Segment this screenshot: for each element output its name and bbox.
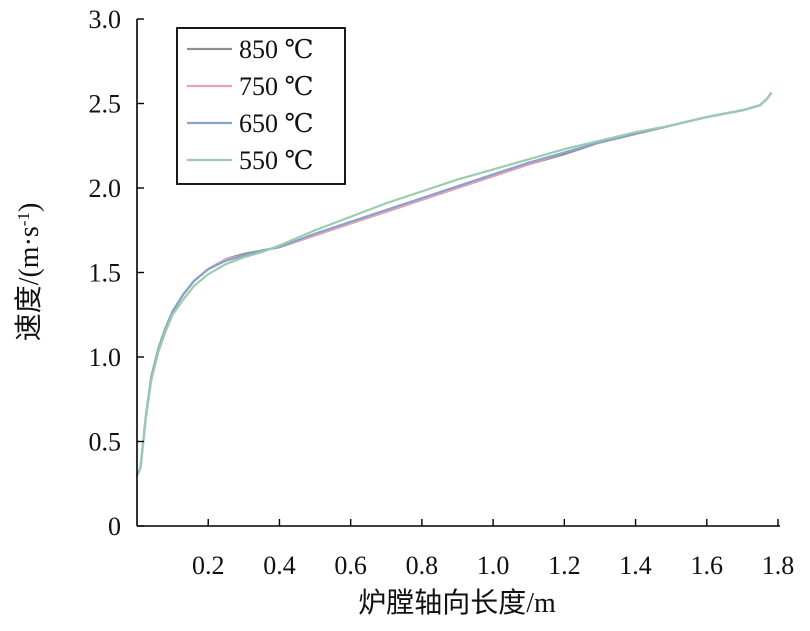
- plot-area: [135, 92, 772, 477]
- y-axis-title: 速度/(m·s-1): [13, 203, 45, 342]
- x-tick-label: 0.2: [192, 551, 225, 580]
- y-tick-label: 2.0: [89, 174, 122, 203]
- legend: 850 ℃ 750 ℃ 650 ℃ 550 ℃: [176, 27, 346, 185]
- x-tick-label: 0.6: [334, 551, 367, 580]
- y-tick-label: 0: [108, 512, 121, 541]
- legend-label: 850 ℃: [239, 35, 314, 64]
- x-tick-label: 1.4: [619, 551, 652, 580]
- y-axis-title-tail: ): [14, 203, 45, 212]
- y-tick-label: 0.5: [89, 428, 122, 457]
- legend-box: [176, 27, 346, 185]
- legend-label: 750 ℃: [239, 72, 314, 101]
- y-tick-label: 2.5: [89, 90, 122, 119]
- x-tick-label: 1.0: [477, 551, 510, 580]
- y-tick-label: 1.5: [89, 259, 122, 288]
- series-line-4: [135, 92, 772, 477]
- x-tick-label: 1.2: [548, 551, 581, 580]
- x-axis-title: 炉膛轴向长度/m: [358, 587, 556, 619]
- y-axis-title-sup: -1: [14, 212, 33, 226]
- x-tick-label: 0.8: [406, 551, 439, 580]
- x-tick-label: 1.6: [691, 551, 724, 580]
- y-tick-label: 1.0: [89, 343, 122, 372]
- legend-label: 550 ℃: [239, 146, 314, 175]
- y-axis-ticks: 0 0.5 1.0 1.5 2.0 2.5 3.0: [89, 5, 144, 541]
- legend-label: 650 ℃: [239, 109, 314, 138]
- y-tick-label: 3.0: [89, 5, 122, 34]
- axes: 0.2 0.4 0.6 0.8 1.0 1.2 1.4 1.6 1.8 0 0.5 1.0 1.5 2.…: [89, 5, 795, 580]
- legend-items: 850 ℃ 750 ℃ 650 ℃ 550 ℃: [187, 35, 314, 175]
- x-axis-ticks: 0.2 0.4 0.6 0.8 1.0 1.2 1.4 1.6 1.8: [192, 519, 794, 580]
- x-tick-label: 1.8: [762, 551, 795, 580]
- y-axis-title-main: 速度/(m·s: [13, 226, 45, 341]
- x-tick-label: 0.4: [263, 551, 296, 580]
